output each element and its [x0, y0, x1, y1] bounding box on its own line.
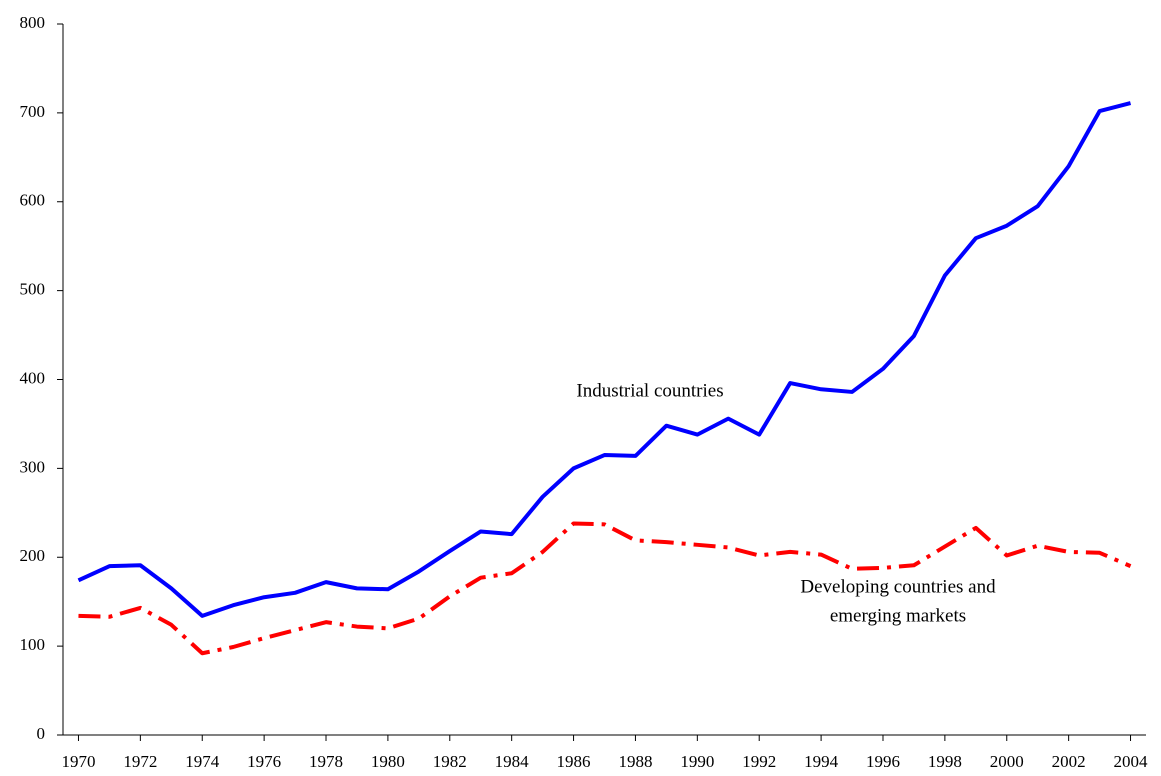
x-tick-label: 1984	[495, 752, 530, 771]
series-line	[78, 521, 1132, 656]
annotation: Developing countries and	[800, 576, 996, 597]
x-tick-label: 1990	[680, 752, 714, 771]
y-tick-label: 400	[20, 368, 46, 387]
x-tick-label: 2000	[990, 752, 1024, 771]
y-tick-label: 500	[20, 280, 46, 299]
y-tick-label: 200	[20, 546, 46, 565]
x-tick-label: 1996	[866, 752, 900, 771]
y-tick-label: 700	[20, 102, 46, 121]
x-tick-label: 1970	[61, 752, 95, 771]
x-tick-label: 1978	[309, 752, 343, 771]
x-tick-label: 1988	[618, 752, 652, 771]
x-tick-label: 1980	[371, 752, 405, 771]
x-tick-label: 1992	[742, 752, 776, 771]
annotation: emerging markets	[830, 605, 966, 626]
y-tick-label: 600	[20, 191, 46, 210]
x-tick-label: 1994	[804, 752, 839, 771]
series-line	[77, 101, 1132, 618]
x-tick-label: 1986	[557, 752, 591, 771]
y-tick-label: 800	[20, 13, 46, 32]
x-tick-label: 2004	[1114, 752, 1149, 771]
x-tick-label: 1982	[433, 752, 467, 771]
annotation: Industrial countries	[576, 380, 723, 401]
x-tick-label: 1976	[247, 752, 281, 771]
y-tick-label: 100	[20, 635, 46, 654]
x-tick-label: 1998	[928, 752, 962, 771]
y-tick-label: 0	[37, 724, 46, 743]
x-tick-label: 2002	[1052, 752, 1086, 771]
x-tick-label: 1974	[185, 752, 220, 771]
x-tick-label: 1972	[123, 752, 157, 771]
y-tick-label: 300	[20, 457, 46, 476]
